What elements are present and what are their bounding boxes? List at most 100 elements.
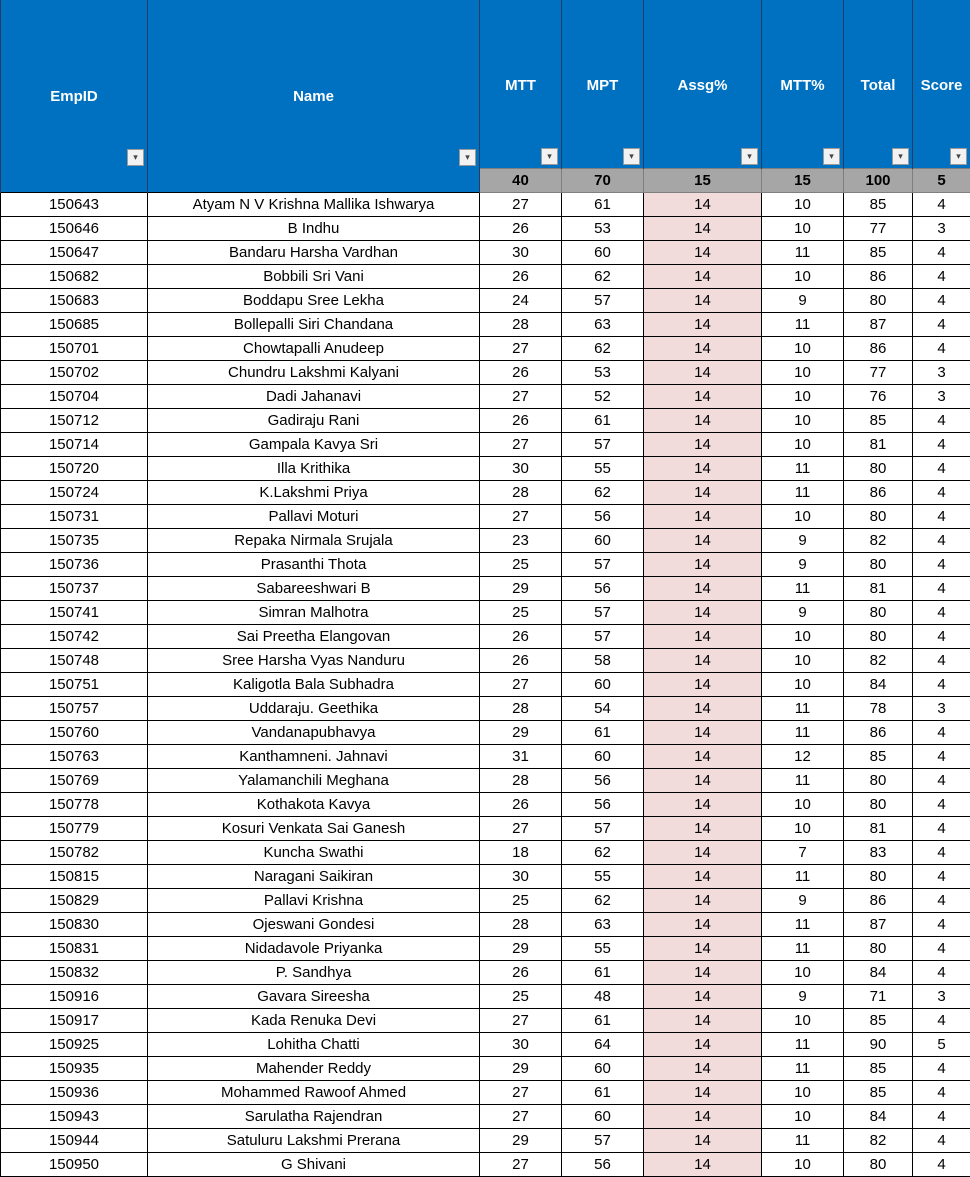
total-cell[interactable]: 82 bbox=[843, 528, 913, 553]
score-cell[interactable]: 4 bbox=[912, 432, 970, 457]
mtt-percent-cell[interactable]: 10 bbox=[761, 384, 844, 409]
assg-cell[interactable]: 14 bbox=[643, 744, 762, 769]
empid-cell[interactable]: 150757 bbox=[0, 696, 148, 721]
mtt-percent-cell[interactable]: 10 bbox=[761, 672, 844, 697]
filter-dropdown-icon[interactable]: ▾ bbox=[950, 148, 967, 165]
max-marks-cell[interactable]: 5 bbox=[912, 168, 970, 193]
assg-cell[interactable]: 14 bbox=[643, 1080, 762, 1105]
filter-dropdown-icon[interactable]: ▾ bbox=[623, 148, 640, 165]
score-cell[interactable]: 4 bbox=[912, 744, 970, 769]
mtt-cell[interactable]: 28 bbox=[479, 312, 562, 337]
mtt-cell[interactable]: 28 bbox=[479, 480, 562, 505]
score-cell[interactable]: 4 bbox=[912, 960, 970, 985]
mtt-percent-cell[interactable]: 11 bbox=[761, 576, 844, 601]
mpt-cell[interactable]: 60 bbox=[561, 240, 644, 265]
name-cell[interactable]: Kothakota Kavya bbox=[147, 792, 480, 817]
mtt-percent-cell[interactable]: 10 bbox=[761, 264, 844, 289]
empid-cell[interactable]: 150748 bbox=[0, 648, 148, 673]
mpt-cell[interactable]: 57 bbox=[561, 288, 644, 313]
score-cell[interactable]: 4 bbox=[912, 912, 970, 937]
score-cell[interactable]: 4 bbox=[912, 1152, 970, 1177]
assg-cell[interactable]: 14 bbox=[643, 1152, 762, 1177]
mtt-cell[interactable]: 26 bbox=[479, 264, 562, 289]
name-cell[interactable]: Kaligotla Bala Subhadra bbox=[147, 672, 480, 697]
total-cell[interactable]: 82 bbox=[843, 1128, 913, 1153]
name-cell[interactable]: Boddapu Sree Lekha bbox=[147, 288, 480, 313]
assg-cell[interactable]: 14 bbox=[643, 768, 762, 793]
score-cell[interactable]: 4 bbox=[912, 792, 970, 817]
mtt-cell[interactable]: 29 bbox=[479, 576, 562, 601]
assg-cell[interactable]: 14 bbox=[643, 816, 762, 841]
total-cell[interactable]: 78 bbox=[843, 696, 913, 721]
column-header-assg[interactable]: Assg% ▾ bbox=[643, 0, 762, 169]
mtt-percent-cell[interactable]: 12 bbox=[761, 744, 844, 769]
filter-dropdown-icon[interactable]: ▾ bbox=[741, 148, 758, 165]
empid-cell[interactable]: 150683 bbox=[0, 288, 148, 313]
mpt-cell[interactable]: 53 bbox=[561, 360, 644, 385]
total-cell[interactable]: 81 bbox=[843, 816, 913, 841]
name-cell[interactable]: Satuluru Lakshmi Prerana bbox=[147, 1128, 480, 1153]
mtt-percent-cell[interactable]: 11 bbox=[761, 1056, 844, 1081]
filter-dropdown-icon[interactable]: ▾ bbox=[127, 148, 144, 166]
mpt-cell[interactable]: 62 bbox=[561, 480, 644, 505]
mtt-cell[interactable]: 23 bbox=[479, 528, 562, 553]
mpt-cell[interactable]: 61 bbox=[561, 720, 644, 745]
mpt-cell[interactable]: 63 bbox=[561, 912, 644, 937]
assg-cell[interactable]: 14 bbox=[643, 1104, 762, 1129]
name-cell[interactable]: Ojeswani Gondesi bbox=[147, 912, 480, 937]
name-cell[interactable]: Lohitha Chatti bbox=[147, 1032, 480, 1057]
name-cell[interactable]: Bobbili Sri Vani bbox=[147, 264, 480, 289]
mtt-percent-cell[interactable]: 10 bbox=[761, 504, 844, 529]
mpt-cell[interactable]: 61 bbox=[561, 192, 644, 217]
mtt-cell[interactable]: 27 bbox=[479, 1104, 562, 1129]
mtt-percent-cell[interactable]: 11 bbox=[761, 1128, 844, 1153]
mtt-cell[interactable]: 27 bbox=[479, 432, 562, 457]
score-cell[interactable]: 4 bbox=[912, 672, 970, 697]
score-cell[interactable]: 4 bbox=[912, 312, 970, 337]
assg-cell[interactable]: 14 bbox=[643, 672, 762, 697]
assg-cell[interactable]: 14 bbox=[643, 1056, 762, 1081]
mtt-cell[interactable]: 27 bbox=[479, 1152, 562, 1177]
mtt-percent-cell[interactable]: 11 bbox=[761, 312, 844, 337]
max-marks-blank-cell[interactable] bbox=[147, 168, 480, 193]
column-header-name[interactable]: Name ▾ bbox=[147, 0, 480, 169]
score-cell[interactable]: 4 bbox=[912, 888, 970, 913]
mtt-cell[interactable]: 27 bbox=[479, 192, 562, 217]
name-cell[interactable]: Kanthamneni. Jahnavi bbox=[147, 744, 480, 769]
column-header-total[interactable]: Total ▾ bbox=[843, 0, 913, 169]
empid-cell[interactable]: 150782 bbox=[0, 840, 148, 865]
empid-cell[interactable]: 150704 bbox=[0, 384, 148, 409]
name-cell[interactable]: Bollepalli Siri Chandana bbox=[147, 312, 480, 337]
assg-cell[interactable]: 14 bbox=[643, 384, 762, 409]
mpt-cell[interactable]: 63 bbox=[561, 312, 644, 337]
column-header-mtt[interactable]: MTT ▾ bbox=[479, 0, 562, 169]
empid-cell[interactable]: 150735 bbox=[0, 528, 148, 553]
total-cell[interactable]: 86 bbox=[843, 264, 913, 289]
score-cell[interactable]: 4 bbox=[912, 576, 970, 601]
total-cell[interactable]: 80 bbox=[843, 768, 913, 793]
empid-cell[interactable]: 150643 bbox=[0, 192, 148, 217]
assg-cell[interactable]: 14 bbox=[643, 792, 762, 817]
assg-cell[interactable]: 14 bbox=[643, 528, 762, 553]
mtt-cell[interactable]: 25 bbox=[479, 984, 562, 1009]
score-cell[interactable]: 4 bbox=[912, 840, 970, 865]
score-cell[interactable]: 4 bbox=[912, 1080, 970, 1105]
filter-dropdown-icon[interactable]: ▾ bbox=[823, 148, 840, 165]
filter-dropdown-icon[interactable]: ▾ bbox=[892, 148, 909, 165]
name-cell[interactable]: Sai Preetha Elangovan bbox=[147, 624, 480, 649]
mpt-cell[interactable]: 60 bbox=[561, 1056, 644, 1081]
mpt-cell[interactable]: 62 bbox=[561, 888, 644, 913]
assg-cell[interactable]: 14 bbox=[643, 576, 762, 601]
mtt-cell[interactable]: 29 bbox=[479, 1128, 562, 1153]
score-cell[interactable]: 4 bbox=[912, 936, 970, 961]
score-cell[interactable]: 4 bbox=[912, 768, 970, 793]
name-cell[interactable]: Gavara Sireesha bbox=[147, 984, 480, 1009]
mpt-cell[interactable]: 57 bbox=[561, 552, 644, 577]
assg-cell[interactable]: 14 bbox=[643, 648, 762, 673]
empid-cell[interactable]: 150731 bbox=[0, 504, 148, 529]
empid-cell[interactable]: 150760 bbox=[0, 720, 148, 745]
empid-cell[interactable]: 150779 bbox=[0, 816, 148, 841]
mtt-percent-cell[interactable]: 10 bbox=[761, 360, 844, 385]
assg-cell[interactable]: 14 bbox=[643, 552, 762, 577]
assg-cell[interactable]: 14 bbox=[643, 912, 762, 937]
